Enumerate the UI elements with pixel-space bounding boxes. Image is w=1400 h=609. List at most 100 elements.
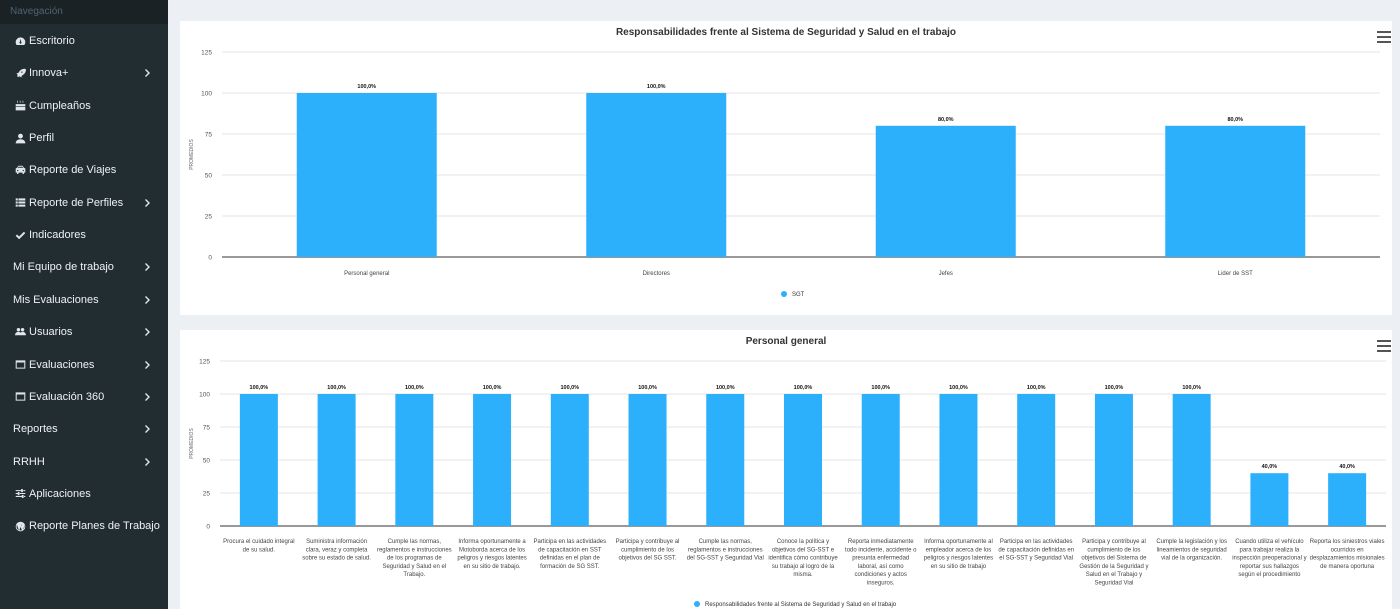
navigation-header: Navegación bbox=[0, 0, 168, 24]
chevron-right-icon bbox=[142, 295, 152, 305]
data-label: 100,0% bbox=[1027, 385, 1046, 391]
sidebar-item-innova[interactable]: Innova+ bbox=[0, 57, 168, 89]
x-tick-label: Personal general bbox=[344, 271, 389, 277]
y-tick-label: 25 bbox=[203, 491, 211, 498]
y-tick-label: 75 bbox=[203, 425, 211, 432]
bar bbox=[1017, 394, 1056, 526]
data-label: 40,0% bbox=[1262, 464, 1278, 470]
y-tick-label: 50 bbox=[203, 458, 211, 465]
window-icon bbox=[12, 391, 29, 402]
sidebar-item-label: Usuarios bbox=[29, 326, 73, 339]
chart-panel-personal-general: Personal general 0 25 50 75 100 125 PROMEDIOS 1… bbox=[180, 330, 1392, 609]
y-tick-label: 25 bbox=[205, 214, 213, 221]
x-tick-label: Suministra información clara, veraz y com… bbox=[302, 539, 371, 562]
sidebar-item-label: Reporte de Perfiles bbox=[29, 196, 124, 209]
chart-title: Responsabilidades frente al Sistema de S… bbox=[615, 27, 957, 38]
sidebar-item-label: Escritorio bbox=[29, 35, 75, 47]
sidebar-item-label: RRHH bbox=[13, 455, 45, 468]
data-label: 100,0% bbox=[405, 385, 424, 391]
sidebar-item-rrhh[interactable]: RRHH bbox=[0, 446, 168, 478]
legend: SGT bbox=[781, 291, 805, 298]
sidebar-item-label: Innova+ bbox=[29, 67, 69, 80]
sidebar-item-label: Mis Evaluaciones bbox=[13, 293, 99, 306]
x-tick-label: Cumple la legislación y los lineamientos … bbox=[1156, 539, 1227, 562]
x-tick-label: Conoce la política y objetivos del SG-SST… bbox=[768, 539, 838, 578]
sidebar-item-label: Reportes bbox=[13, 423, 58, 436]
x-tick-label: Reporta inmediatamente todo incidente, ac… bbox=[845, 539, 917, 587]
sidebar-item-label: Perfil bbox=[29, 132, 55, 145]
data-label: 100,0% bbox=[1182, 385, 1201, 391]
sidebar-item-evaluacion-360[interactable]: Evaluación 360 bbox=[0, 381, 168, 413]
sidebar-item-mi-equipo-de-trabajo[interactable]: Mi Equipo de trabajo bbox=[0, 251, 168, 283]
sidebar-item-label: Reporte de Viajes bbox=[29, 164, 117, 177]
data-label: 40,0% bbox=[1339, 464, 1355, 470]
x-tick-label: Participa en las actividades de capacitac… bbox=[998, 539, 1074, 562]
chart-panel-responsabilidades: Responsabilidades frente al Sistema de S… bbox=[180, 21, 1392, 315]
x-tick-label: Participa en las actividades de capacitac… bbox=[533, 539, 606, 570]
data-label: 100,0% bbox=[1105, 385, 1124, 391]
bar bbox=[875, 125, 1016, 257]
sidebar-item-cumpleanos[interactable]: Cumpleaños bbox=[0, 90, 168, 122]
check-icon bbox=[12, 230, 29, 241]
chevron-right-icon bbox=[142, 198, 152, 208]
data-label: 100,0% bbox=[871, 385, 890, 391]
y-tick-label: 50 bbox=[205, 173, 213, 180]
sidebar-item-label: Evaluación 360 bbox=[29, 390, 105, 403]
sidebar-item-reportes[interactable]: Reportes bbox=[0, 413, 168, 445]
chevron-right-icon bbox=[142, 68, 152, 78]
sidebar-item-label: Aplicaciones bbox=[29, 487, 91, 500]
legend-marker bbox=[781, 291, 787, 297]
x-tick-label: Procura el cuidado integral de su salud. bbox=[223, 539, 294, 553]
bar bbox=[1172, 394, 1211, 526]
chevron-right-icon bbox=[142, 262, 152, 272]
sidebar-item-label: Cumpleaños bbox=[29, 99, 91, 112]
y-tick-label: 100 bbox=[199, 392, 210, 399]
data-label: 100,0% bbox=[949, 385, 968, 391]
bar-chart-personal-general: 0 25 50 75 100 125 PROMEDIOS 100,0% Procura el c… bbox=[189, 359, 1386, 608]
y-tick-label: 100 bbox=[201, 91, 212, 98]
y-tick-label: 0 bbox=[208, 255, 212, 262]
sidebar-item-label: Mi Equipo de trabajo bbox=[13, 261, 114, 274]
chart-menu-icon[interactable] bbox=[1377, 340, 1391, 352]
x-tick-label: Lider de SST bbox=[1218, 271, 1253, 277]
data-label: 100,0% bbox=[647, 84, 666, 90]
data-label: 100,0% bbox=[327, 385, 346, 391]
x-tick-label: Cumple las normas, reglamentos e instrucc… bbox=[687, 539, 764, 562]
sidebar-item-label: Evaluaciones bbox=[29, 358, 95, 371]
bar bbox=[939, 394, 978, 526]
data-label: 100,0% bbox=[560, 385, 579, 391]
sidebar-item-evaluaciones[interactable]: Evaluaciones bbox=[0, 349, 168, 381]
x-tick-label: Informa oportunamente al empleador acerca… bbox=[924, 539, 993, 570]
sidebar-item-mis-evaluaciones[interactable]: Mis Evaluaciones bbox=[0, 284, 168, 316]
y-tick-label: 125 bbox=[199, 359, 210, 366]
legend-label: SGT bbox=[792, 292, 805, 298]
chevron-right-icon bbox=[142, 360, 152, 370]
sidebar-item-escritorio[interactable]: Escritorio bbox=[0, 25, 168, 57]
bar bbox=[784, 394, 822, 526]
list-icon bbox=[12, 197, 29, 208]
sidebar-item-aplicaciones[interactable]: Aplicaciones bbox=[0, 478, 168, 510]
y-tick-label: 125 bbox=[201, 50, 212, 57]
y-tick-label: 75 bbox=[205, 132, 213, 139]
window-icon bbox=[12, 359, 29, 370]
bar bbox=[317, 394, 356, 526]
data-label: 80,0% bbox=[1227, 117, 1243, 123]
data-label: 100,0% bbox=[250, 385, 269, 391]
sidebar-item-usuarios[interactable]: Usuarios bbox=[0, 316, 168, 348]
sidebar-item-indicadores[interactable]: Indicadores bbox=[0, 219, 168, 251]
sidebar-item-reporte-de-viajes[interactable]: Reporte de Viajes bbox=[0, 154, 168, 186]
chart-menu-icon[interactable] bbox=[1377, 31, 1391, 43]
x-tick-label: Informa oportunamente a Motoborda acerca … bbox=[457, 539, 526, 570]
wordpress-icon bbox=[12, 521, 29, 532]
chart-title: Personal general bbox=[745, 336, 827, 347]
rocket-icon bbox=[12, 68, 29, 79]
legend-label: Responsabilidades frente al Sistema de S… bbox=[705, 602, 897, 608]
x-tick-label: Participa y contribuye al cumplimiento de… bbox=[1079, 539, 1148, 587]
data-label: 100,0% bbox=[638, 385, 657, 391]
sidebar-item-reporte-de-perfiles[interactable]: Reporte de Perfiles bbox=[0, 187, 168, 219]
sidebar-item-reporte-planes-de-trabajo[interactable]: Reporte Planes de Trabajo bbox=[0, 510, 168, 542]
sidebar-item-perfil[interactable]: Perfil bbox=[0, 122, 168, 154]
data-label: 80,0% bbox=[938, 117, 954, 123]
data-label: 100,0% bbox=[716, 385, 735, 391]
x-tick-label: Participa y contribuye al cumplimiento de… bbox=[616, 539, 680, 562]
